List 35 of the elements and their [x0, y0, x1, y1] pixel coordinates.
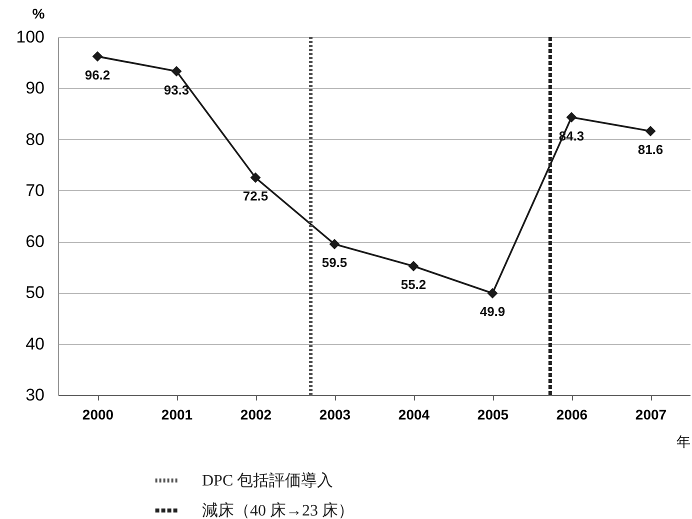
point — [171, 66, 182, 77]
legend-label: DPC 包括評価導入 — [202, 472, 334, 490]
point — [487, 288, 498, 298]
y-tick-label: 100 — [16, 28, 44, 46]
x-tick-label: 2007 — [635, 406, 667, 422]
data-label: 93.3 — [164, 82, 190, 98]
point — [250, 172, 261, 183]
point — [408, 260, 419, 272]
point — [329, 238, 340, 250]
x-tick-label: 2003 — [319, 406, 351, 422]
y-tick-label: 60 — [26, 232, 44, 252]
legend-label: 減床（40 床→23 床） — [202, 502, 354, 519]
y-axis-title: % — [32, 6, 46, 22]
data-label: 59.5 — [322, 255, 348, 270]
y-tick-label: 50 — [26, 283, 44, 302]
point — [92, 51, 103, 62]
data-label: 55.2 — [400, 277, 426, 292]
y-tick-label: 90 — [26, 78, 44, 98]
data-label: 49.9 — [480, 304, 506, 320]
point — [645, 126, 656, 136]
x-tick-label: 2002 — [240, 406, 272, 422]
x-tick-label: 2001 — [161, 406, 193, 422]
x-tick-label: 2000 — [82, 406, 114, 422]
y-tick-label: 70 — [26, 180, 44, 200]
x-tick-label: 2004 — [398, 406, 430, 422]
x-tick-label: 2005 — [477, 406, 509, 422]
point — [566, 112, 577, 123]
y-tick-label: 80 — [26, 130, 44, 149]
x-axis-title: 年 — [676, 434, 690, 450]
y-tick-label: 40 — [26, 334, 44, 354]
data-label: 72.5 — [242, 188, 268, 204]
data-label: 96.2 — [84, 67, 110, 82]
y-tick-label: 30 — [26, 386, 44, 404]
x-tick-label: 2006 — [556, 406, 588, 422]
data-label: 81.6 — [638, 142, 664, 158]
